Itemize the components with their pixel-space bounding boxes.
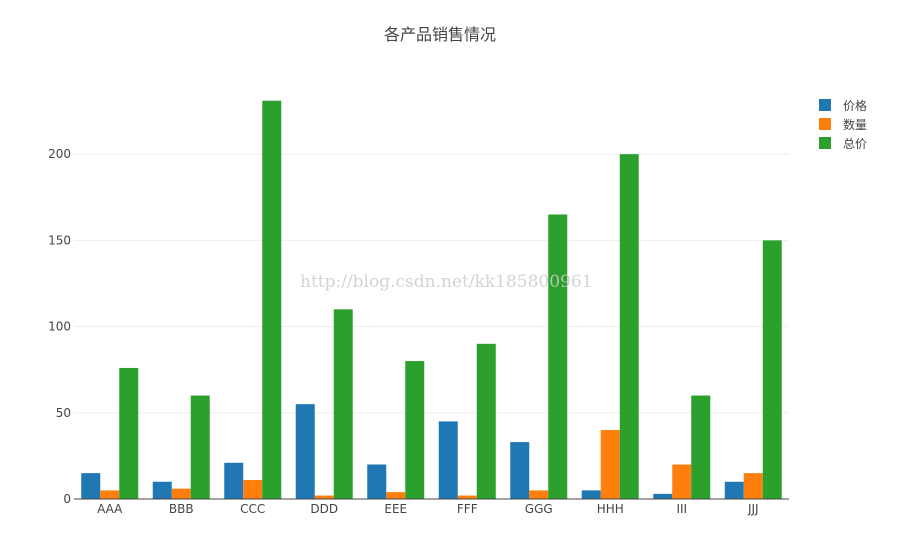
x-tick-label: AAA xyxy=(97,502,123,516)
y-tick-label: 150 xyxy=(48,233,71,247)
x-tick-label: HHH xyxy=(597,502,624,516)
legend-item[interactable]: 价格 xyxy=(819,98,867,113)
legend-swatch xyxy=(819,99,831,111)
bar-DDD-价格[interactable] xyxy=(295,404,315,499)
bar-JJJ-价格[interactable] xyxy=(724,481,744,499)
legend-label: 数量 xyxy=(843,117,867,132)
chart-title: 各产品销售情况 xyxy=(384,25,496,44)
bar-GGG-总价[interactable] xyxy=(548,214,568,499)
x-tick-label: EEE xyxy=(384,502,407,516)
legend-label: 价格 xyxy=(843,98,867,113)
x-tick-label: CCC xyxy=(240,502,265,516)
bar-FFF-总价[interactable] xyxy=(476,343,496,499)
bar-JJJ-数量[interactable] xyxy=(743,473,763,499)
bar-FFF-数量[interactable] xyxy=(457,495,477,499)
watermark: http://blog.csdn.net/kk185800961 xyxy=(300,272,593,292)
bar-FFF-价格[interactable] xyxy=(438,421,458,499)
bar-AAA-数量[interactable] xyxy=(100,490,120,499)
bar-EEE-数量[interactable] xyxy=(386,492,406,499)
y-gridlines xyxy=(74,153,789,414)
x-tick-label: BBB xyxy=(169,502,194,516)
x-tick-label: JJJ xyxy=(747,502,759,516)
bar-GGG-价格[interactable] xyxy=(510,442,530,499)
x-tick-label: DDD xyxy=(310,502,338,516)
x-tick-label: III xyxy=(676,502,687,516)
bar-HHH-价格[interactable] xyxy=(581,490,601,499)
y-tick-label: 50 xyxy=(56,406,71,420)
x-tick-label: GGG xyxy=(525,502,553,516)
y-tick-label: 200 xyxy=(48,147,71,161)
y-tick-label: 100 xyxy=(48,320,71,334)
legend-swatch xyxy=(819,118,831,130)
bar-CCC-数量[interactable] xyxy=(243,480,263,499)
bar-CCC-总价[interactable] xyxy=(262,100,282,500)
y-tick-labels: 0 50 100 150 200 xyxy=(48,147,71,506)
bar-BBB-数量[interactable] xyxy=(171,488,191,499)
legend-label: 总价 xyxy=(843,137,867,151)
legend-item[interactable]: 数量 xyxy=(819,117,867,132)
bar-AAA-总价[interactable] xyxy=(119,367,139,499)
bar-III-价格[interactable] xyxy=(653,493,673,499)
bar-EEE-价格[interactable] xyxy=(367,464,387,499)
bar-AAA-价格[interactable] xyxy=(81,473,101,499)
bar-GGG-数量[interactable] xyxy=(529,490,549,499)
bar-BBB-价格[interactable] xyxy=(152,481,172,499)
bar-HHH-总价[interactable] xyxy=(619,154,639,499)
bar-JJJ-总价[interactable] xyxy=(762,240,782,499)
x-tick-label: FFF xyxy=(457,502,478,516)
legend-swatch xyxy=(819,137,831,149)
bar-CCC-价格[interactable] xyxy=(224,462,244,499)
y-tick-label: 0 xyxy=(63,492,71,506)
bar-HHH-数量[interactable] xyxy=(600,430,620,499)
x-tick-labels: AAA BBB CCC DDD EEE FFF GGG HHH III JJJ xyxy=(97,502,758,516)
bar-DDD-总价[interactable] xyxy=(333,309,353,499)
bar-III-总价[interactable] xyxy=(691,395,711,499)
bar-DDD-数量[interactable] xyxy=(314,495,334,499)
bars xyxy=(81,100,782,500)
bar-BBB-总价[interactable] xyxy=(190,395,210,499)
bar-EEE-总价[interactable] xyxy=(405,361,425,499)
legend-item[interactable]: 总价 xyxy=(819,137,867,151)
bar-III-数量[interactable] xyxy=(672,464,692,499)
